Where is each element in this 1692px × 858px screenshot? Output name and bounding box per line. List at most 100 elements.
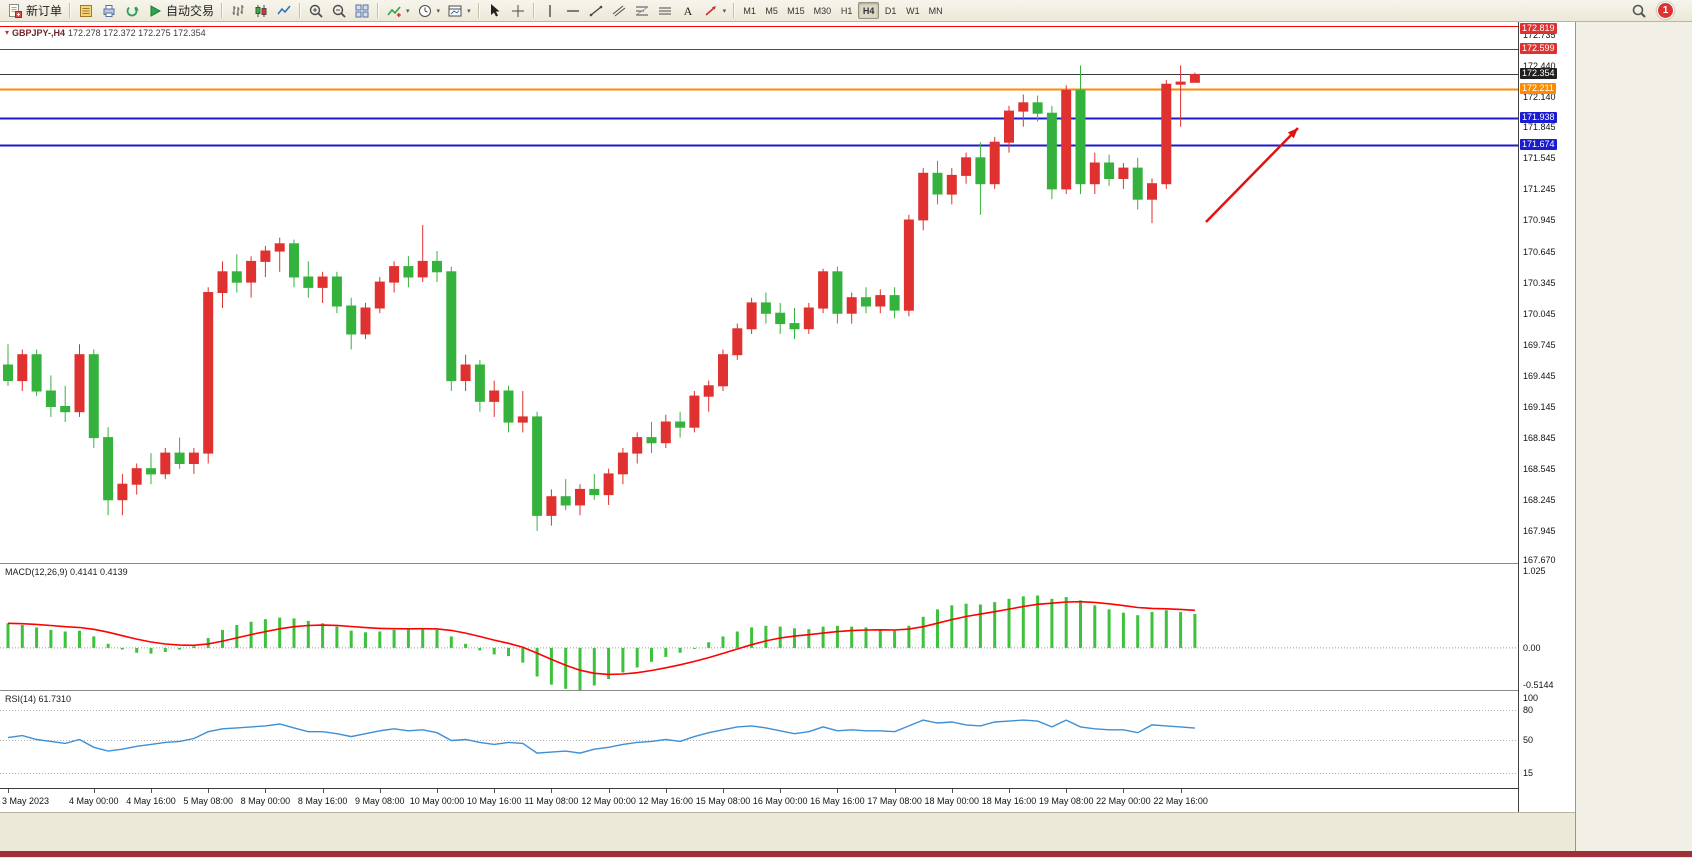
text-label-button[interactable]: A [677, 1, 699, 20]
refresh-button[interactable] [121, 1, 143, 20]
candle[interactable] [60, 385, 71, 422]
candle[interactable] [346, 297, 357, 350]
candle[interactable] [803, 302, 814, 334]
trendline-button[interactable] [585, 1, 607, 20]
timeframe-d1-button[interactable]: D1 [880, 2, 901, 19]
candle[interactable] [532, 411, 543, 531]
candle[interactable] [160, 448, 171, 480]
print-button[interactable] [98, 1, 120, 20]
candle[interactable] [360, 302, 371, 340]
candle[interactable] [1075, 65, 1086, 195]
cursor-button[interactable] [484, 1, 506, 20]
candle[interactable] [103, 427, 114, 516]
timeframe-mn-button[interactable]: MN [925, 2, 947, 19]
candle[interactable] [489, 380, 500, 417]
macd-chart[interactable] [0, 564, 1518, 690]
candle[interactable] [1004, 105, 1014, 153]
trend-arrow[interactable] [1205, 127, 1299, 223]
candle[interactable] [961, 152, 972, 184]
candle[interactable] [260, 245, 271, 277]
candle[interactable] [675, 411, 686, 438]
candle[interactable] [231, 254, 242, 293]
autotrading-button[interactable]: 自动交易 [144, 1, 217, 20]
candle[interactable] [331, 271, 342, 314]
candle[interactable] [289, 239, 299, 288]
zoom-in-button[interactable] [305, 1, 327, 20]
candle[interactable] [131, 463, 142, 495]
candle[interactable] [760, 292, 771, 324]
candle[interactable] [989, 137, 1000, 189]
crosshair-button[interactable] [507, 1, 529, 20]
candle[interactable] [775, 302, 786, 334]
candle[interactable] [1175, 65, 1186, 127]
candle[interactable] [17, 349, 28, 392]
candle[interactable] [1118, 163, 1129, 189]
candle[interactable] [446, 266, 457, 391]
new-order-button[interactable]: 新订单 [4, 1, 65, 20]
candlestick-chart-button[interactable] [250, 1, 272, 20]
candle[interactable] [1061, 85, 1072, 194]
timeframe-h1-button[interactable]: H1 [836, 2, 857, 19]
price-axis[interactable]: 172.735 172.440 172.140 171.845 171.545 171.2… [1518, 22, 1576, 812]
timeframe-h4-button[interactable]: H4 [858, 2, 880, 19]
candle[interactable] [875, 289, 886, 314]
candle[interactable] [117, 473, 128, 516]
candle[interactable] [503, 385, 514, 433]
candle[interactable] [1161, 80, 1172, 189]
candle[interactable] [903, 214, 914, 317]
candle[interactable] [403, 256, 414, 288]
bar-chart-button[interactable] [227, 1, 249, 20]
timeframe-m30-button[interactable]: M30 [810, 2, 836, 19]
candle[interactable] [746, 297, 757, 334]
candle[interactable] [818, 268, 829, 314]
zoom-out-button[interactable] [328, 1, 350, 20]
candle[interactable] [374, 277, 385, 314]
candle[interactable] [718, 349, 728, 392]
candle[interactable] [1132, 157, 1143, 210]
candle[interactable] [246, 256, 257, 298]
templates-button[interactable]: ▾ [444, 1, 474, 20]
grid-button[interactable] [654, 1, 676, 20]
candle[interactable] [861, 287, 871, 314]
candle[interactable] [889, 287, 900, 319]
candle[interactable] [1089, 152, 1100, 194]
candle[interactable] [932, 160, 943, 205]
candle[interactable] [1018, 94, 1029, 127]
line-chart-button[interactable] [273, 1, 295, 20]
candle[interactable] [417, 225, 428, 283]
candle[interactable] [1032, 95, 1043, 122]
candle[interactable] [575, 484, 585, 516]
candle[interactable] [646, 422, 657, 454]
candle[interactable] [203, 287, 214, 464]
candle[interactable] [88, 349, 99, 449]
market-watch-button[interactable] [75, 1, 97, 20]
candle[interactable] [74, 344, 85, 417]
indicators-button[interactable]: ▾ [383, 1, 413, 20]
candle[interactable] [832, 266, 843, 324]
candle[interactable] [517, 391, 528, 433]
timeframe-m5-button[interactable]: M5 [761, 2, 782, 19]
timeframe-m1-button[interactable]: M1 [739, 2, 760, 19]
candle[interactable] [617, 448, 628, 485]
arrow-objects-button[interactable]: ▾ [700, 1, 730, 20]
candle[interactable] [1147, 178, 1157, 224]
candle[interactable] [146, 453, 156, 485]
periods-button[interactable]: ▾ [414, 1, 444, 20]
candle[interactable] [389, 261, 400, 293]
candle[interactable] [31, 349, 42, 397]
notification-badge[interactable]: 1 [1657, 2, 1674, 19]
candle[interactable] [45, 375, 56, 417]
rsi-chart[interactable] [0, 691, 1518, 788]
vertical-line-button[interactable] [539, 1, 561, 20]
candle[interactable] [1046, 105, 1057, 200]
candle[interactable] [1189, 72, 1200, 83]
candle[interactable] [217, 261, 228, 308]
time-axis[interactable]: 3 May 2023 4 May 00:00 4 May 16:00 5 May 08… [0, 789, 1518, 812]
candle[interactable] [317, 271, 328, 303]
candle[interactable] [660, 414, 671, 448]
candle[interactable] [474, 359, 485, 412]
timeframe-m15-button[interactable]: M15 [783, 2, 809, 19]
candle[interactable] [560, 479, 571, 511]
fibonacci-retracement-button[interactable] [631, 1, 653, 20]
candle[interactable] [632, 432, 643, 464]
